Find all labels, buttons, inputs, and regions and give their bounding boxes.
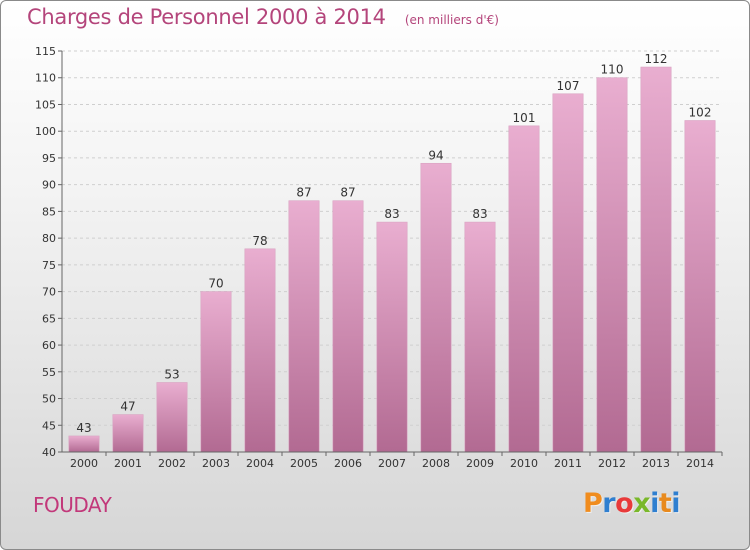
x-tick-label-2010: 2010 (510, 457, 538, 470)
x-tick-label-2006: 2006 (334, 457, 362, 470)
y-tick-label: 55 (42, 366, 56, 379)
x-tick-label-2001: 2001 (114, 457, 142, 470)
logo-letter: o (615, 488, 634, 519)
x-tick-label-2011: 2011 (554, 457, 582, 470)
value-label-2014: 102 (689, 106, 712, 120)
value-label-2003: 70 (208, 277, 223, 291)
title-row: Charges de Personnel 2000 à 2014 (en mil… (27, 5, 499, 29)
logo-letter: x (633, 488, 651, 519)
bar-2009 (464, 221, 496, 453)
bar-2010 (508, 125, 540, 453)
bar-2004 (244, 248, 276, 453)
bar-2005 (288, 200, 320, 453)
x-tick-label-2012: 2012 (598, 457, 626, 470)
x-tick-label-2008: 2008 (422, 457, 450, 470)
value-label-2002: 53 (164, 367, 179, 381)
y-tick-label: 60 (42, 339, 56, 352)
y-tick-label: 50 (42, 393, 56, 406)
y-tick-label: 115 (35, 45, 56, 58)
value-label-2010: 101 (513, 111, 536, 125)
x-tick-label-2007: 2007 (378, 457, 406, 470)
proxiti-logo: Proxiti (583, 488, 681, 519)
x-tick-label-2000: 2000 (70, 457, 98, 470)
y-tick-label: 45 (42, 419, 56, 432)
value-label-2000: 43 (76, 421, 91, 435)
value-label-2009: 83 (472, 207, 487, 221)
y-tick-label: 75 (42, 259, 56, 272)
axis-layer: 40 45 50 55 60 65 70 75 80 85 90 95 100 105 110 115 2000… (35, 45, 723, 470)
x-tick-label-2009: 2009 (466, 457, 494, 470)
y-tick-label: 105 (35, 98, 56, 111)
bar-2011 (552, 93, 584, 453)
bar-2002 (156, 382, 188, 453)
x-tick-label-2013: 2013 (642, 457, 670, 470)
logo-letter: i (650, 488, 659, 519)
value-label-2005: 87 (296, 186, 311, 200)
bar-2007 (376, 221, 408, 453)
chart-subtitle: (en milliers d'€) (404, 13, 499, 27)
logo-letter: i (671, 488, 681, 519)
y-tick-label: 40 (42, 446, 56, 459)
chart-title: Charges de Personnel 2000 à 2014 (27, 5, 386, 29)
bar-2001 (112, 414, 144, 453)
y-tick-label: 85 (42, 205, 56, 218)
y-tick-label: 90 (42, 179, 56, 192)
x-tick-label-2002: 2002 (158, 457, 186, 470)
value-label-2008: 94 (428, 148, 443, 162)
place-name: FOUDAY (33, 493, 112, 517)
bar-layer: 43 47 53 70 78 87 87 83 94 83 101 107 110 112 102 (68, 52, 716, 453)
logo-letter: r (602, 488, 616, 519)
y-tick-label: 80 (42, 232, 56, 245)
logo-letter: P (583, 488, 603, 519)
x-tick-label-2005: 2005 (290, 457, 318, 470)
y-tick-label: 110 (35, 72, 56, 85)
value-label-2004: 78 (252, 234, 267, 248)
bar-2008 (420, 162, 452, 453)
value-label-2013: 112 (645, 52, 668, 66)
value-label-2011: 107 (557, 79, 580, 93)
bar-2006 (332, 200, 364, 453)
bar-2000 (68, 435, 100, 453)
y-tick-label: 65 (42, 312, 56, 325)
value-label-2007: 83 (384, 207, 399, 221)
value-label-2001: 47 (120, 400, 135, 414)
x-tick-label-2004: 2004 (246, 457, 274, 470)
value-label-2006: 87 (340, 186, 355, 200)
x-tick-label-2003: 2003 (202, 457, 230, 470)
x-tick-label-2014: 2014 (686, 457, 714, 470)
y-tick-label: 95 (42, 152, 56, 165)
bar-2012 (596, 77, 628, 453)
bar-2003 (200, 291, 232, 453)
value-label-2012: 110 (601, 63, 624, 77)
y-tick-label: 70 (42, 286, 56, 299)
y-tick-label: 100 (35, 125, 56, 138)
bar-2013 (640, 66, 672, 453)
bar-2014 (684, 120, 716, 453)
logo-letter: t (658, 488, 672, 519)
